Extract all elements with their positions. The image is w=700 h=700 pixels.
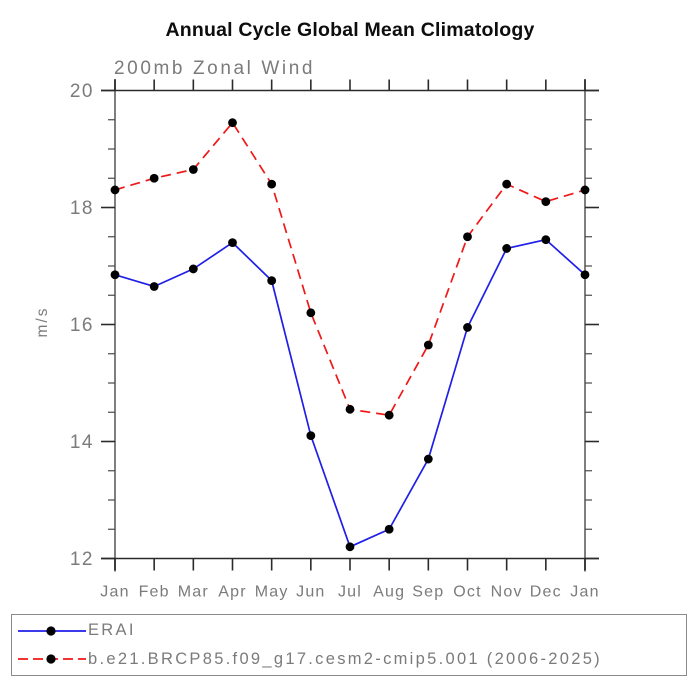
data-point-marker xyxy=(188,165,198,174)
x-tick-label: Jan xyxy=(570,584,599,601)
series-line xyxy=(114,238,586,548)
y-tick-label: 12 xyxy=(70,549,94,570)
series-line xyxy=(114,121,586,417)
data-point-marker xyxy=(228,238,237,248)
data-point-marker xyxy=(345,404,355,414)
legend-item-erai: ERAI xyxy=(17,618,686,644)
data-point-marker xyxy=(149,173,159,183)
data-point-marker xyxy=(110,185,120,195)
x-tick-label: Mar xyxy=(178,584,209,601)
data-point-marker xyxy=(110,270,120,280)
legend-label-erai: ERAI xyxy=(88,621,136,640)
data-point-marker xyxy=(541,197,551,207)
data-point-marker xyxy=(580,270,590,280)
x-tick-label: Nov xyxy=(491,584,523,601)
legend-marker-dot-icon xyxy=(46,626,56,636)
y-tick-label: 16 xyxy=(70,315,94,336)
axis-frame: Jan Feb Mar Apr May Jun Jul Aug Sep Oct Nov Dec Jan 1… xyxy=(70,79,599,601)
data-point-marker xyxy=(267,179,277,189)
data-point-marker xyxy=(306,431,316,441)
y-tick-label: 20 xyxy=(70,81,94,102)
x-tick-label: Sep xyxy=(412,584,444,601)
legend-label-model: b.e21.BRCP85.f09_g17.cesm2-cmip5.001 (20… xyxy=(88,649,602,668)
data-point-marker xyxy=(502,179,512,189)
x-tick-label: Apr xyxy=(218,584,247,601)
x-tick-label: May xyxy=(255,584,289,601)
data-point-marker xyxy=(149,282,159,291)
chart-title: Annual Cycle Global Mean Climatology xyxy=(165,19,535,41)
chart-subtitle: 200mb Zonal Wind xyxy=(114,58,316,79)
data-point-marker xyxy=(345,542,355,552)
legend-marker-dot-icon xyxy=(46,654,56,664)
plot-area: Jan Feb Mar Apr May Jun Jul Aug Sep Oct Nov Dec Jan 1… xyxy=(34,79,599,601)
data-point-marker xyxy=(306,308,316,318)
data-point-marker xyxy=(384,524,394,534)
data-point-marker xyxy=(463,232,472,242)
x-tick-label: Feb xyxy=(139,584,170,601)
data-point-marker xyxy=(463,323,472,332)
x-tick-label: Oct xyxy=(453,584,482,601)
legend: ERAI b.e21.BRCP85.f09_g17.cesm2-cmip5.00… xyxy=(11,614,687,676)
data-point-marker xyxy=(541,235,551,245)
y-axis-label: m/s xyxy=(34,307,51,338)
legend-solid-line-icon xyxy=(18,626,86,636)
x-tick-label: Jul xyxy=(338,584,362,601)
data-point-marker xyxy=(423,340,433,350)
y-tick-label: 14 xyxy=(70,432,94,453)
y-tick-label: 18 xyxy=(70,198,94,219)
data-point-marker xyxy=(502,244,512,253)
data-point-marker xyxy=(267,276,277,286)
data-point-marker xyxy=(384,410,394,420)
legend-dashed-line-icon xyxy=(18,654,86,664)
x-tick-label: Jan xyxy=(100,584,129,601)
x-tick-label: Jun xyxy=(296,584,325,601)
data-point-marker xyxy=(423,454,433,464)
data-series xyxy=(110,118,590,552)
data-point-marker xyxy=(580,185,590,195)
legend-item-model: b.e21.BRCP85.f09_g17.cesm2-cmip5.001 (20… xyxy=(17,646,686,672)
data-point-marker xyxy=(228,118,237,128)
data-point-marker xyxy=(188,264,198,274)
x-tick-label: Aug xyxy=(373,584,405,601)
x-tick-label: Dec xyxy=(530,584,562,601)
